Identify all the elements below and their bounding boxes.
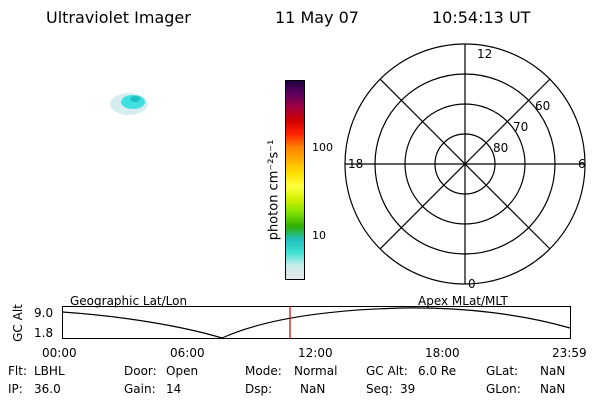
gcalt-value: 6.0 Re [418, 364, 457, 378]
seq-value: 39 [400, 382, 416, 396]
ip-label: IP: [8, 382, 23, 396]
polar-plot: 12 18 6 0 60 70 80 [344, 43, 586, 290]
mlt-label-0: 0 [468, 277, 476, 290]
colorbar-label: photon cm⁻²s⁻¹ [266, 139, 282, 241]
orbit-plot [62, 306, 571, 339]
orbit-xtick-1200: 12:00 [298, 346, 333, 360]
lat-label-70: 70 [513, 120, 528, 134]
dsp-label: Dsp: [245, 382, 273, 396]
lat-label-80: 80 [493, 141, 508, 155]
colorbar-tick-100: 100 [312, 141, 333, 154]
orbit-ylabel: GC Alt [11, 304, 25, 342]
door-label: Door: [124, 364, 157, 378]
uv-image [110, 93, 148, 115]
mlt-label-18: 18 [348, 157, 363, 171]
orbit-left-title: Geographic Lat/Lon [70, 294, 188, 308]
colorbar [285, 80, 305, 280]
orbit-right-title: Apex MLat/MLT [418, 294, 508, 308]
orbit-ymax: 9.0 [34, 306, 54, 320]
orbit-xtick-0600: 06:00 [170, 346, 205, 360]
gcalt-label: GC Alt: [366, 364, 408, 378]
mlt-label-6: 6 [578, 157, 586, 171]
mlt-label-12: 12 [477, 47, 492, 61]
lat-label-60: 60 [535, 99, 550, 113]
polar-diagonal-2 [379, 78, 551, 250]
flt-value: LBHL [34, 364, 65, 378]
time-label: 10:54:13 UT [432, 8, 531, 27]
dsp-value: NaN [300, 382, 326, 396]
flt-label: Flt: [8, 364, 27, 378]
orbit-frame [62, 306, 571, 339]
orbit-curve [62, 307, 571, 339]
orbit-ymin: 1.8 [34, 326, 54, 340]
orbit-xtick-0000: 00:00 [42, 346, 77, 360]
seq-label: Seq: [366, 382, 393, 396]
mode-value: Normal [294, 364, 338, 378]
colorbar-tick-10: 10 [312, 229, 326, 242]
date-label: 11 May 07 [275, 8, 359, 27]
orbit-xtick-2359: 23:59 [552, 346, 587, 360]
orbit-xtick-1800: 18:00 [425, 346, 460, 360]
door-value: Open [166, 364, 199, 378]
gain-value: 14 [166, 382, 182, 396]
aurora-spot [130, 96, 140, 102]
ip-value: 36.0 [34, 382, 61, 396]
glon-label: GLon: [486, 382, 521, 396]
mode-label: Mode: [245, 364, 282, 378]
glat-label: GLat: [486, 364, 519, 378]
glat-value: NaN [540, 364, 566, 378]
gain-label: Gain: [124, 382, 156, 396]
glon-value: NaN [540, 382, 566, 396]
instrument-title: Ultraviolet Imager [46, 8, 191, 27]
